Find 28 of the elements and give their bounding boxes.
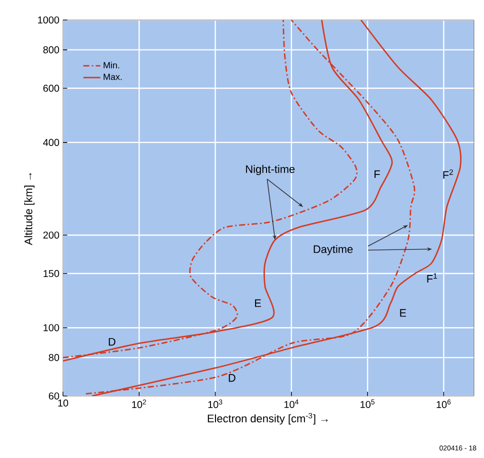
y-tick-label: 600 (43, 84, 60, 92)
legend-label: Min. (104, 62, 120, 68)
annotation: F$^{1}$ (427, 273, 437, 283)
x-axis-title: Electron density [cm$^{-3}$] → (208, 412, 328, 425)
y-tick-label: 150 (44, 270, 60, 278)
x-tick-label: 10 (58, 400, 68, 407)
x-tick-label: 10$^{3}$ (208, 400, 222, 408)
y-tick-label: 100 (44, 324, 60, 332)
y-tick-label: 60 (48, 392, 60, 400)
legend-label: Max. (104, 74, 122, 80)
annotation: E (255, 299, 261, 307)
x-tick-label: 10$^{6}$ (436, 400, 451, 408)
annotation: D (108, 338, 116, 346)
annotation: Daytime (314, 244, 353, 256)
y-tick-label: 800 (43, 46, 60, 54)
x-tick-label: 10$^{4}$ (284, 400, 298, 408)
annotation: Night-time (246, 164, 295, 176)
y-tick-label: 80 (48, 354, 60, 362)
y-tick-label: 200 (43, 232, 60, 239)
y-axis-title: Altitude [km] → (24, 173, 34, 246)
y-tick-label: 1000 (38, 16, 60, 24)
annotation: D (228, 374, 236, 382)
x-tick-label: 10$^{5}$ (360, 400, 374, 408)
annotation: E (400, 309, 406, 317)
annotation: F (374, 170, 380, 178)
y-tick-label: 400 (43, 138, 60, 146)
annotation: F$^{2}$ (443, 169, 453, 179)
x-tick-label: 10$^{2}$ (132, 400, 146, 408)
